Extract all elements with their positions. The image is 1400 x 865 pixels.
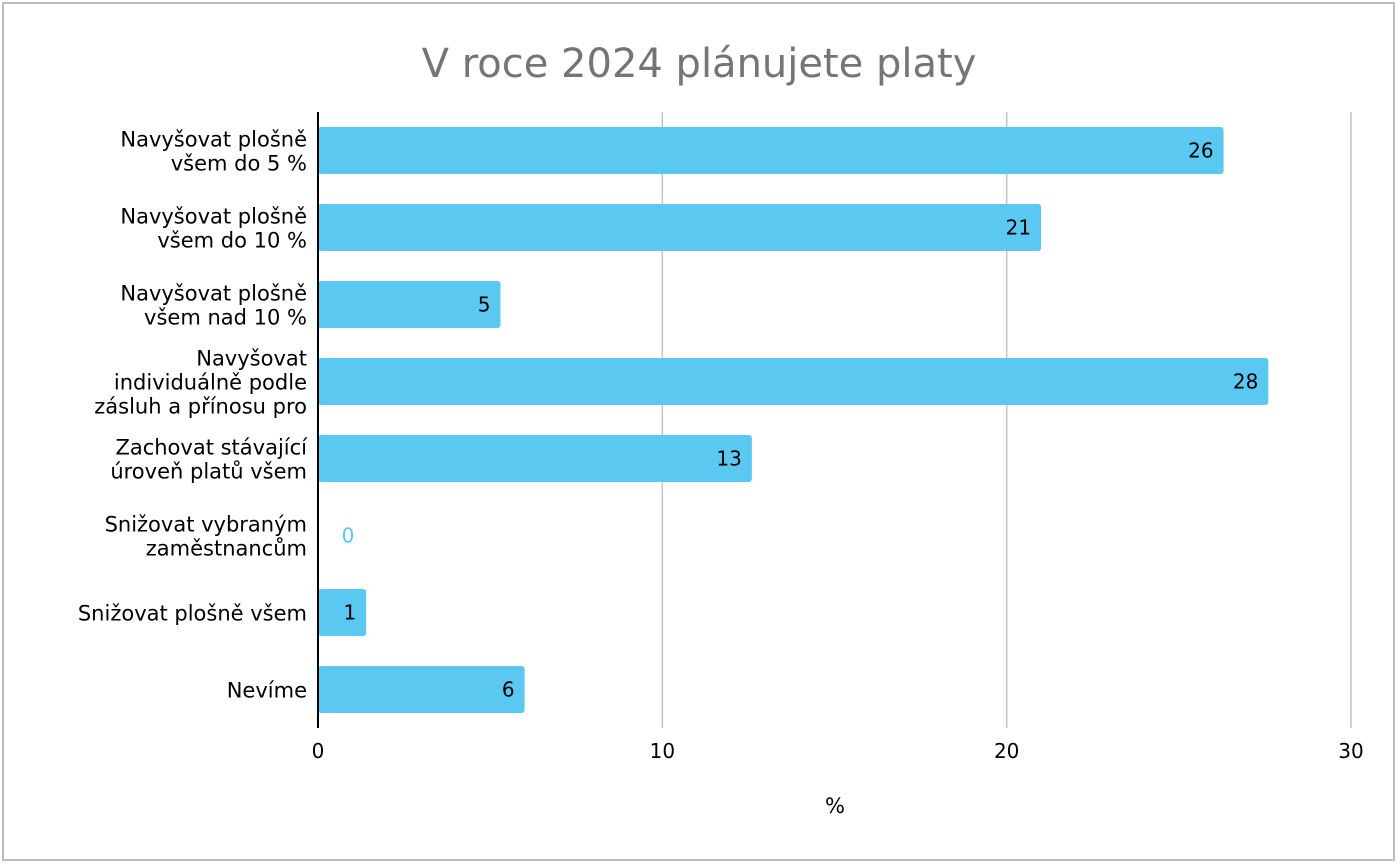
x-tick-label: 30 xyxy=(1338,739,1363,763)
bars: 26 21 5 28 13 0 1 6 xyxy=(318,127,1269,713)
bar xyxy=(318,435,752,482)
category-label: Zachovat stávající úroveň platů všem xyxy=(110,436,308,484)
data-label: 13 xyxy=(716,447,741,471)
data-label: 28 xyxy=(1233,370,1258,394)
category-label: Nevíme xyxy=(227,679,307,703)
data-label: 1 xyxy=(343,601,356,625)
bar xyxy=(318,358,1269,405)
data-label: 5 xyxy=(478,293,491,317)
category-label: Navyšovat plošně všem do 10 % xyxy=(120,205,307,253)
bar xyxy=(318,589,367,636)
x-tick-label: 10 xyxy=(650,739,675,763)
bar xyxy=(318,666,525,713)
category-label: Navyšovat plošně všem nad 10 % xyxy=(120,282,307,330)
chart-title: V roce 2024 plánujete platy xyxy=(422,41,977,87)
data-label: 0 xyxy=(342,524,355,548)
x-axis-title: % xyxy=(825,794,845,818)
category-label: Navyšovat plošně všem do 5 % xyxy=(120,128,307,176)
bar xyxy=(318,204,1042,251)
x-tick-label: 0 xyxy=(312,739,325,763)
bar xyxy=(318,281,501,328)
data-label: 21 xyxy=(1006,216,1031,240)
bar xyxy=(318,127,1224,174)
x-tick-label: 20 xyxy=(994,739,1019,763)
category-labels: Navyšovat plošně všem do 5 % Navyšovat plo… xyxy=(78,128,308,703)
category-label: Navyšovat individuálně podle zásluh a přín… xyxy=(94,347,307,419)
category-label: Snižovat vybraným zaměstnancům xyxy=(105,513,307,561)
x-axis-ticks: 0 10 20 30 xyxy=(312,739,1364,763)
data-label: 6 xyxy=(502,678,515,702)
data-label: 26 xyxy=(1188,139,1213,163)
category-label: Snižovat plošně všem xyxy=(78,602,307,626)
